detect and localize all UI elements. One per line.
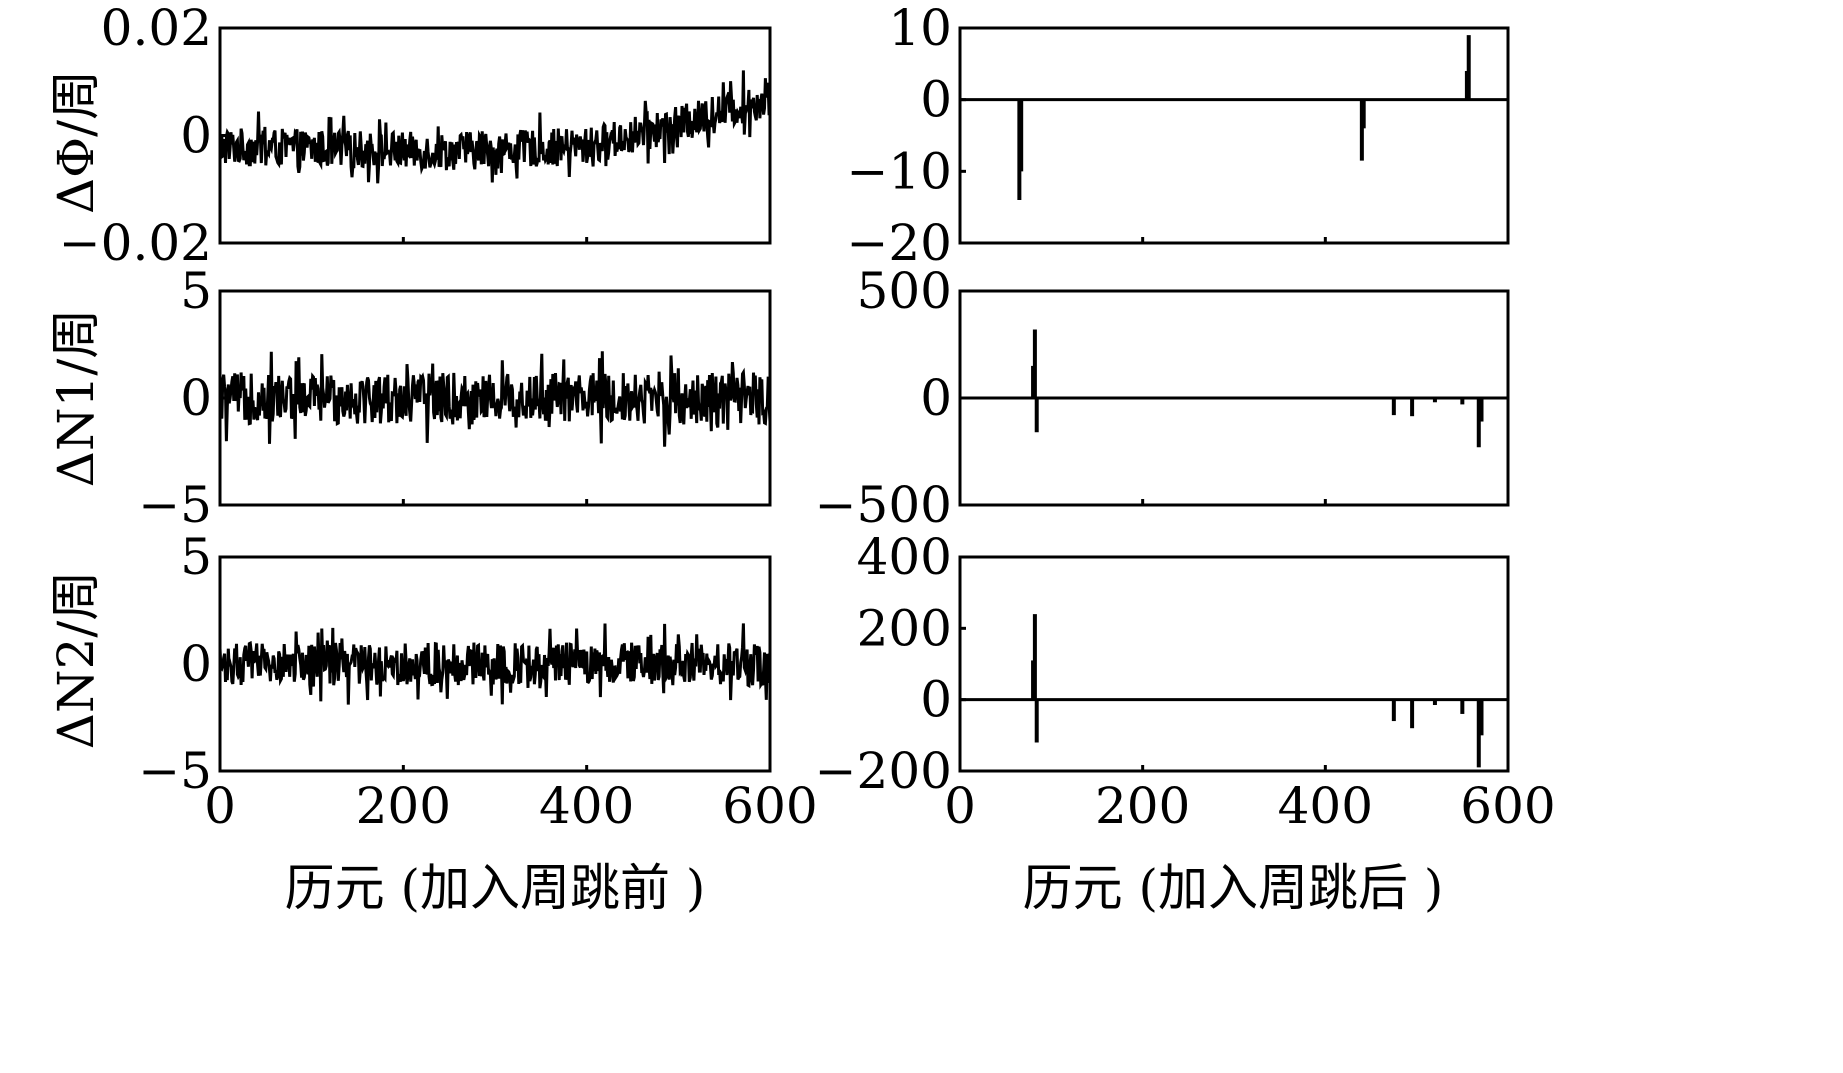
ylabel-dn2: ΔN2/周 xyxy=(47,571,105,750)
ytick-label-dn2_after-0: 400 xyxy=(857,528,952,586)
ytick-label-dn2_after-2: 0 xyxy=(920,671,952,729)
ytick-label-dphi_after-2: −10 xyxy=(846,142,952,200)
xtick-label-dn2_before-2: 400 xyxy=(539,777,634,835)
ytick-label-dphi_after-0: 10 xyxy=(888,0,952,57)
ytick-label-dn1_before-2: −5 xyxy=(138,476,212,534)
series-line-dphi_before xyxy=(220,70,770,184)
ylabel-dn2-text: ΔN2/周 xyxy=(47,571,105,750)
ytick-label-dphi_before-2: −0.02 xyxy=(59,214,212,272)
ytick-label-dn2_after-1: 200 xyxy=(857,599,952,657)
ytick-label-dphi_before-1: 0 xyxy=(180,107,212,165)
xtick-label-dn2_after-1: 200 xyxy=(1095,777,1190,835)
ytick-label-dn1_after-2: −500 xyxy=(815,476,952,534)
xtick-label-dn2_after-3: 600 xyxy=(1460,777,1555,835)
xtick-label-dn2_before-3: 600 xyxy=(722,777,817,835)
panel-dn1_before: 5 0 −5 xyxy=(138,262,772,534)
xtick-label-dn2_before-1: 200 xyxy=(356,777,451,835)
ytick-label-dphi_before-0: 0.02 xyxy=(101,0,212,57)
series-line-dn2_before xyxy=(220,623,770,705)
panel-dphi_after: 10 0 −10 −20 xyxy=(846,0,1510,272)
panel-frame-dphi_after xyxy=(958,26,1510,245)
panel-frame-dn2_after xyxy=(958,555,1510,773)
series-line-dn1_before xyxy=(220,351,770,447)
ylabel-dn1-text: ΔN1/周 xyxy=(47,309,105,488)
ytick-label-dn2_before-1: 0 xyxy=(180,635,212,693)
panel-dn2_before: 50−50 200 400 600 xyxy=(138,528,817,835)
panel-dn1_after: 500 0 −500 xyxy=(815,262,1510,534)
ytick-label-dn1_before-0: 5 xyxy=(180,262,212,320)
x-axis-title-left: 历元 (加入周跳前 ) xyxy=(285,859,706,917)
ylabel-dn1: ΔN1/周 xyxy=(47,309,105,488)
ytick-label-dn2_before-2: −5 xyxy=(138,742,212,800)
ytick-label-dn1_after-0: 500 xyxy=(857,262,952,320)
ytick-label-dphi_after-1: 0 xyxy=(920,71,952,129)
xtick-label-dn2_after-0: 0 xyxy=(944,777,976,835)
x-axis-title-right: 历元 (加入周跳后 ) xyxy=(1023,859,1444,917)
panel-dphi_before: 0.02 0 −0.02 xyxy=(59,0,772,272)
ytick-label-dn2_after-3: −200 xyxy=(815,742,952,800)
xtick-label-dn2_before-0: 0 xyxy=(204,777,236,835)
ytick-label-dn1_before-1: 0 xyxy=(180,369,212,427)
ytick-label-dn1_after-1: 0 xyxy=(920,369,952,427)
ytick-label-dn2_before-0: 5 xyxy=(180,528,212,586)
xtick-label-dn2_after-2: 400 xyxy=(1278,777,1373,835)
ytick-label-dphi_after-3: −20 xyxy=(846,214,952,272)
ylabel-dphi-text: ΔΦ/周 xyxy=(47,70,105,214)
ylabel-dphi: ΔΦ/周 xyxy=(47,70,105,214)
